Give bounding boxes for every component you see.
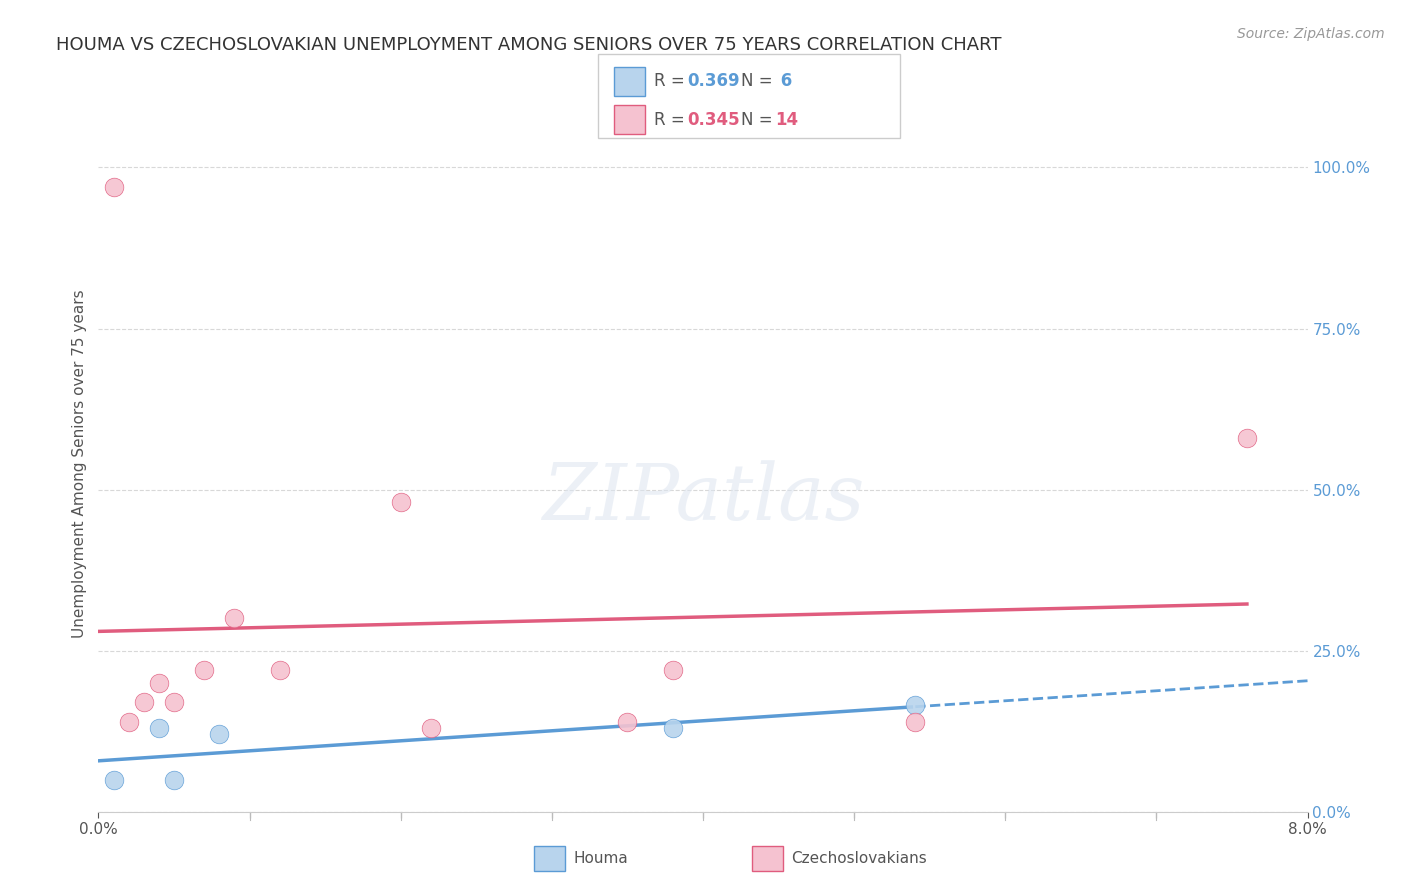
Text: R =: R = — [654, 72, 690, 90]
Point — [420, 721, 443, 735]
Point — [661, 721, 683, 735]
Y-axis label: Unemployment Among Seniors over 75 years: Unemployment Among Seniors over 75 years — [72, 290, 87, 638]
Point — [1236, 431, 1258, 445]
Point — [118, 714, 141, 729]
Point — [224, 611, 246, 625]
Point — [132, 695, 155, 709]
Point — [208, 727, 231, 741]
Text: 0.369: 0.369 — [688, 72, 740, 90]
Point — [616, 714, 638, 729]
Text: Czechoslovakians: Czechoslovakians — [792, 851, 928, 865]
Point — [148, 676, 170, 690]
Text: 14: 14 — [775, 111, 797, 128]
Point — [389, 495, 412, 509]
Point — [661, 663, 683, 677]
Point — [163, 772, 186, 787]
Point — [148, 721, 170, 735]
Text: N =: N = — [741, 72, 778, 90]
Text: Source: ZipAtlas.com: Source: ZipAtlas.com — [1237, 27, 1385, 41]
Text: R =: R = — [654, 111, 690, 128]
Point — [193, 663, 215, 677]
Point — [904, 698, 927, 713]
Text: Houma: Houma — [574, 851, 628, 865]
Point — [163, 695, 186, 709]
Point — [103, 179, 125, 194]
Point — [904, 714, 927, 729]
Text: 0.345: 0.345 — [688, 111, 740, 128]
Text: HOUMA VS CZECHOSLOVAKIAN UNEMPLOYMENT AMONG SENIORS OVER 75 YEARS CORRELATION CH: HOUMA VS CZECHOSLOVAKIAN UNEMPLOYMENT AM… — [56, 36, 1001, 54]
Point — [269, 663, 291, 677]
Text: 6: 6 — [775, 72, 792, 90]
Text: ZIPatlas: ZIPatlas — [541, 460, 865, 537]
Text: N =: N = — [741, 111, 778, 128]
Point — [103, 772, 125, 787]
